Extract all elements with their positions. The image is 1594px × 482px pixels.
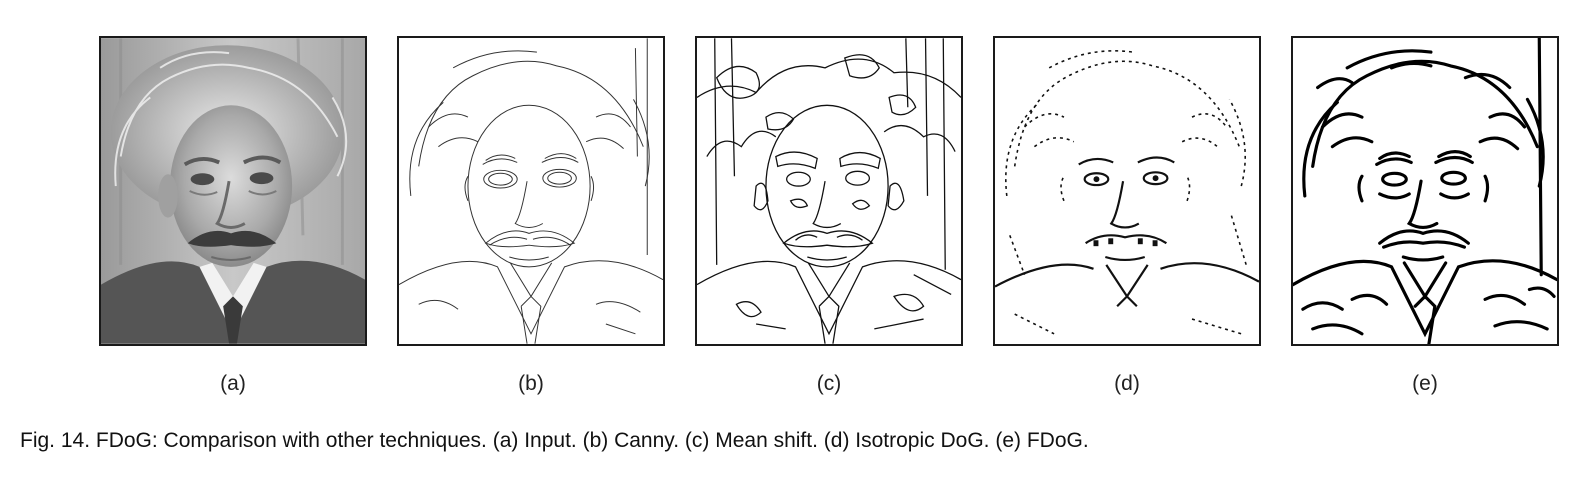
canny-edge-image (399, 38, 663, 344)
mean-shift-image (697, 38, 961, 344)
panel-e-fdog (1291, 36, 1559, 346)
panel-label-b: (b) (518, 372, 544, 395)
fdog-image (1293, 38, 1557, 344)
panel-d-isotropic-dog (993, 36, 1261, 346)
technique-a: Input (0, 0, 1, 1)
panel-label-d: (d) (1114, 372, 1140, 395)
panel-label-c: (c) (816, 372, 842, 395)
isotropic-dog-image (995, 50, 1259, 335)
panel-b-canny (397, 36, 665, 346)
figure-caption: Fig. 14. FDoG: Comparison with other tec… (20, 429, 1089, 452)
panel-label-e: (e) (1412, 372, 1438, 395)
panel-c-mean-shift (695, 36, 963, 346)
panel-a-input-photo (99, 36, 367, 346)
portrait-photo (101, 38, 365, 344)
panel-label-a: (a) (220, 372, 246, 395)
